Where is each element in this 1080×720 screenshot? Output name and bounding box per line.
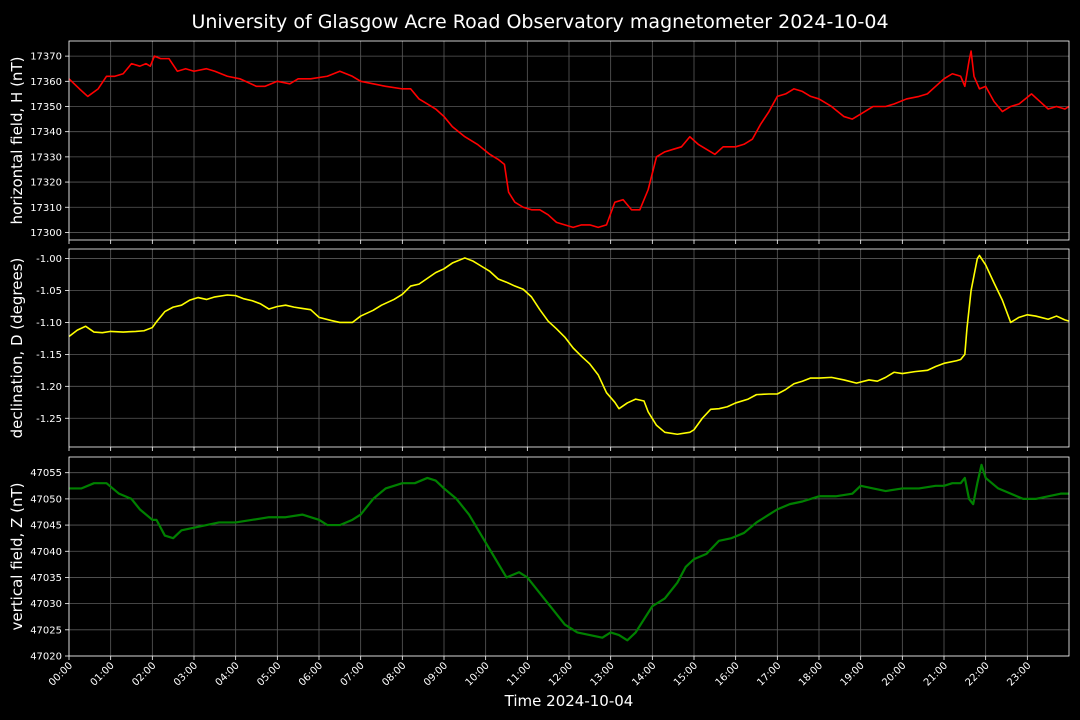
y-tick-label: -1.25	[36, 414, 62, 425]
y-tick-label: 47020	[30, 652, 62, 663]
y-tick-label: 47040	[30, 547, 62, 558]
y-tick-label: 17330	[30, 152, 62, 163]
panel-frame	[68, 456, 1070, 657]
y-axis-title: declination, D (degrees)	[8, 258, 26, 439]
y-tick-label: -1.00	[36, 254, 62, 265]
y-tick-label: -1.20	[36, 382, 62, 393]
panel-z: 47020 47025 47030 47035 47040 47045 47050 47055…	[8, 456, 1070, 663]
panel-frame	[68, 40, 1070, 241]
y-tick-label: 47045	[30, 521, 62, 532]
y-tick-label: -1.10	[36, 318, 62, 329]
y-axis-title: horizontal field, H (nT)	[8, 57, 26, 225]
y-tick-label: 17350	[30, 102, 62, 113]
x-axis-title: Time 2024-10-04	[504, 692, 634, 710]
y-axis-title: vertical field, Z (nT)	[8, 482, 26, 630]
y-tick-label: 47035	[30, 573, 62, 584]
panel-d: -1.25 -1.20 -1.15 -1.10 -1.05 -1.00 declinatio…	[8, 248, 1070, 451]
series-line-z	[69, 463, 1069, 642]
y-tick-label: 17300	[30, 228, 62, 239]
y-tick-label: 17320	[30, 178, 62, 189]
y-tick-label: 17360	[30, 77, 62, 88]
y-tick-label: 47030	[30, 599, 62, 610]
series-line-d	[68, 254, 1070, 436]
series-line-h	[68, 50, 1070, 229]
y-tick-label: 47050	[30, 494, 62, 505]
y-tick-label: 17340	[30, 127, 62, 138]
y-tick-label: -1.15	[36, 350, 62, 361]
y-tick-label: -1.05	[36, 286, 62, 297]
chart-title: University of Glasgow Acre Road Observat…	[191, 11, 888, 33]
panel-frame	[68, 248, 1070, 448]
y-tick-label: 47055	[30, 468, 62, 479]
y-tick-label: 17310	[30, 203, 62, 214]
y-tick-label: 17370	[30, 52, 62, 63]
panel-h: 17300 17310 17320 17330 17340 17350 17360 17370…	[8, 40, 1070, 244]
y-tick-label: 47025	[30, 625, 62, 636]
